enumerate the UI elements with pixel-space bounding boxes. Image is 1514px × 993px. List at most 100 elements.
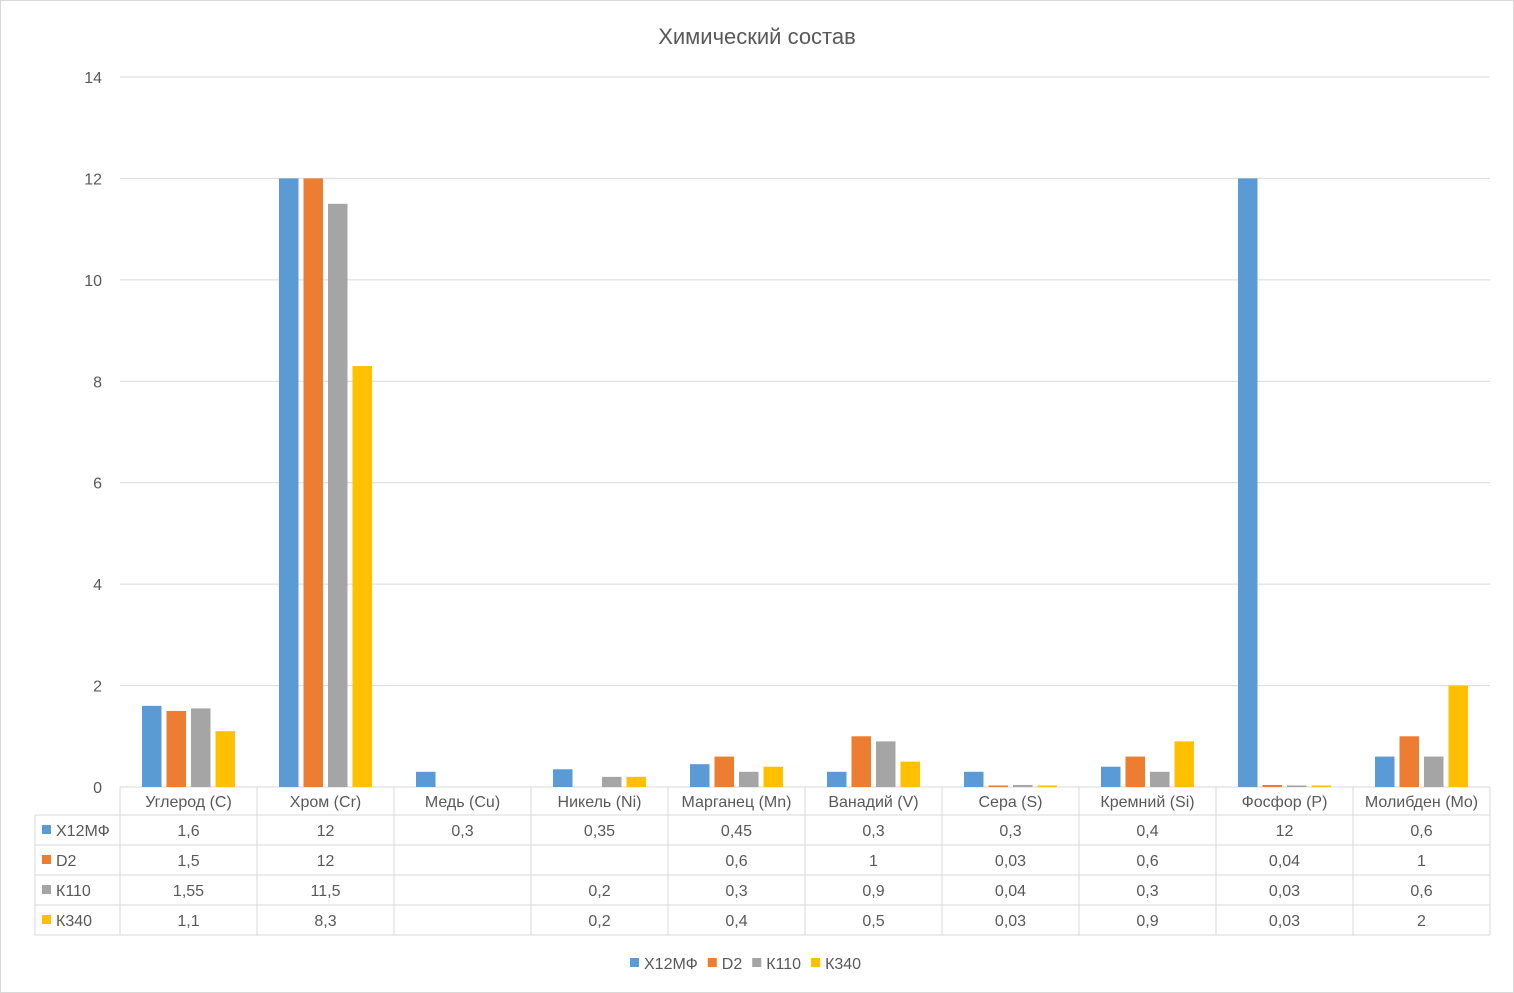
table-cell: 12 bbox=[1276, 823, 1294, 840]
table-cell: 0,3 bbox=[451, 823, 473, 840]
table-series-name: К340 bbox=[56, 913, 92, 930]
bar bbox=[1238, 178, 1258, 787]
category-label: Углерод (C) bbox=[145, 794, 232, 811]
table-cell: 0,2 bbox=[588, 913, 610, 930]
legend-marker-icon bbox=[811, 958, 821, 967]
table-cell: 0,2 bbox=[588, 883, 610, 900]
table-cell: 0,45 bbox=[721, 823, 752, 840]
table-cell: 0,5 bbox=[862, 913, 884, 930]
legend-marker-icon bbox=[752, 958, 762, 967]
bar bbox=[1174, 741, 1194, 787]
bar bbox=[215, 731, 235, 787]
category-label: Медь (Cu) bbox=[425, 794, 500, 811]
y-tick-label: 8 bbox=[93, 374, 102, 391]
bar bbox=[279, 178, 299, 787]
legend-marker-icon bbox=[707, 958, 717, 967]
y-tick-label: 0 bbox=[93, 780, 102, 797]
bar bbox=[900, 761, 920, 787]
y-tick-label: 10 bbox=[84, 273, 102, 290]
category-label: Никель (Ni) bbox=[558, 794, 642, 811]
bar bbox=[166, 710, 186, 787]
legend-label: Х12МФ bbox=[644, 956, 698, 973]
y-tick-label: 4 bbox=[93, 577, 102, 594]
table-cell: 1,5 bbox=[177, 853, 199, 870]
legend-key-icon bbox=[42, 885, 51, 894]
bar bbox=[763, 766, 783, 787]
bar bbox=[553, 769, 573, 787]
bar bbox=[626, 776, 646, 787]
table-cell: 0,9 bbox=[862, 883, 884, 900]
table-cell: 12 bbox=[317, 823, 335, 840]
legend-label: К340 bbox=[825, 956, 861, 973]
y-tick-label: 2 bbox=[93, 679, 102, 696]
bar bbox=[416, 771, 436, 787]
table-cell: 1 bbox=[869, 853, 878, 870]
table-cell: 0,4 bbox=[725, 913, 747, 930]
bar bbox=[714, 756, 734, 787]
table-cell: 8,3 bbox=[314, 913, 336, 930]
bar bbox=[827, 771, 847, 787]
table-series-name: Х12МФ bbox=[56, 823, 110, 840]
table-cell: 0,6 bbox=[1410, 823, 1432, 840]
bar bbox=[1101, 766, 1121, 787]
bar bbox=[1287, 785, 1307, 787]
bar bbox=[602, 776, 622, 787]
bar bbox=[690, 764, 710, 787]
table-cell: 0,03 bbox=[1269, 883, 1300, 900]
bar bbox=[739, 771, 759, 787]
category-label: Фосфор (P) bbox=[1242, 794, 1328, 811]
table-cell: 11,5 bbox=[311, 883, 341, 900]
table-cell: 0,04 bbox=[1269, 853, 1300, 870]
bar bbox=[1013, 784, 1033, 787]
legend-label: D2 bbox=[722, 956, 743, 973]
legend-key-icon bbox=[42, 825, 51, 834]
bar bbox=[328, 203, 348, 788]
table-cell: 0,6 bbox=[1136, 853, 1158, 870]
category-label: Марганец (Mn) bbox=[682, 794, 792, 811]
table-cell: 0,04 bbox=[995, 883, 1026, 900]
bar bbox=[1125, 756, 1145, 787]
table-cell: 0,3 bbox=[862, 823, 884, 840]
table-cell: 1 bbox=[1417, 853, 1426, 870]
bar bbox=[1448, 685, 1468, 787]
table-cell: 0,03 bbox=[995, 853, 1026, 870]
table-cell: 0,3 bbox=[999, 823, 1021, 840]
bar bbox=[1262, 784, 1282, 787]
table-cell: 0,3 bbox=[1136, 883, 1158, 900]
y-tick-label: 6 bbox=[93, 476, 102, 493]
table-cell: 0,3 bbox=[725, 883, 747, 900]
bar bbox=[303, 178, 323, 787]
table-cell: 0,4 bbox=[1136, 823, 1158, 840]
y-tick-label: 12 bbox=[84, 171, 102, 188]
bar bbox=[1375, 756, 1395, 787]
category-label: Молибден (Mo) bbox=[1365, 794, 1478, 811]
table-cell: 1,6 bbox=[177, 823, 199, 840]
table-cell: 2 bbox=[1417, 913, 1426, 930]
legend-label: К110 bbox=[766, 956, 801, 973]
table-cell: 0,6 bbox=[725, 853, 747, 870]
bar bbox=[964, 771, 984, 787]
table-cell: 0,9 bbox=[1136, 913, 1158, 930]
table-cell: 1,55 bbox=[173, 883, 204, 900]
bar bbox=[876, 741, 896, 787]
legend-key-icon bbox=[42, 855, 51, 864]
bar bbox=[988, 785, 1008, 787]
category-label: Ванадий (V) bbox=[828, 794, 918, 811]
category-label: Кремний (Si) bbox=[1100, 794, 1194, 811]
table-cell: 0,6 bbox=[1410, 883, 1432, 900]
bar bbox=[142, 705, 162, 787]
table-cell: 1,1 bbox=[177, 913, 199, 930]
y-tick-label: 14 bbox=[84, 70, 102, 87]
bar bbox=[1037, 785, 1057, 787]
table-cell: 0,03 bbox=[1269, 913, 1300, 930]
table-cell: 0,03 bbox=[995, 913, 1026, 930]
legend-key-icon bbox=[42, 915, 51, 924]
bar bbox=[1150, 771, 1170, 787]
table-series-name: К110 bbox=[56, 883, 91, 900]
legend-marker-icon bbox=[630, 958, 639, 967]
chart-title: Химический состав bbox=[658, 24, 856, 49]
table-cell: 0,35 bbox=[584, 823, 615, 840]
bar bbox=[851, 736, 871, 787]
